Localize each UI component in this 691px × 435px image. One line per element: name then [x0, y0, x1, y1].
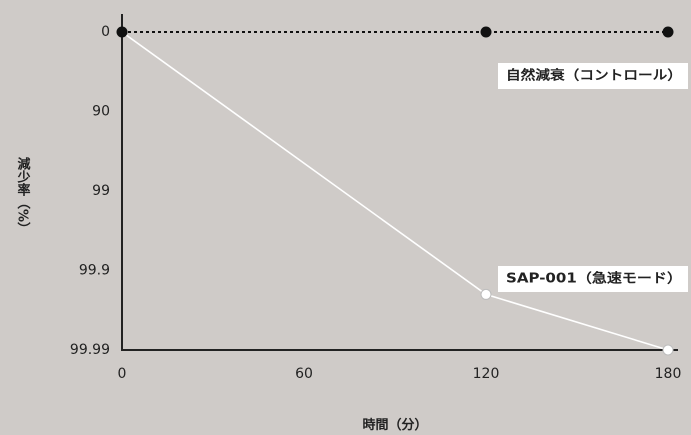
series-labels: 自然減衰（コントロール） SAP-001（急速モード） [498, 63, 688, 292]
control-marker [662, 26, 674, 38]
y-tick-label: 0 [101, 24, 110, 40]
control-marker [116, 26, 128, 38]
x-tick-label: 0 [118, 366, 127, 382]
series-label-1: 自然減衰（コントロール） [498, 63, 688, 89]
series-label-box [498, 266, 688, 292]
x-tick-label: 180 [655, 366, 682, 382]
x-axis-title: 時間（分） [362, 417, 427, 433]
sap-marker [662, 344, 674, 356]
y-tick-label: 90 [92, 104, 110, 120]
sap-marker [480, 288, 492, 300]
axes [121, 14, 678, 351]
x-tick-label: 60 [295, 366, 313, 382]
series-label-text: SAP-001（急速モード） [506, 271, 682, 287]
series-label-box [498, 63, 688, 89]
y-tick-label: 99.9 [79, 263, 110, 279]
tick-labels: 0 90 99 99.9 99.99 0 60 120 180 [70, 24, 681, 382]
y-tick-label: 99.99 [70, 342, 110, 358]
series-markers [116, 26, 674, 356]
series-label-text: 自然減衰（コントロール） [506, 68, 682, 84]
series-label-2: SAP-001（急速モード） [498, 266, 688, 292]
y-axis-title: 減少率（%） [15, 156, 32, 235]
y-tick-label: 99 [92, 183, 110, 199]
control-marker [480, 26, 492, 38]
x-tick-label: 120 [473, 366, 500, 382]
